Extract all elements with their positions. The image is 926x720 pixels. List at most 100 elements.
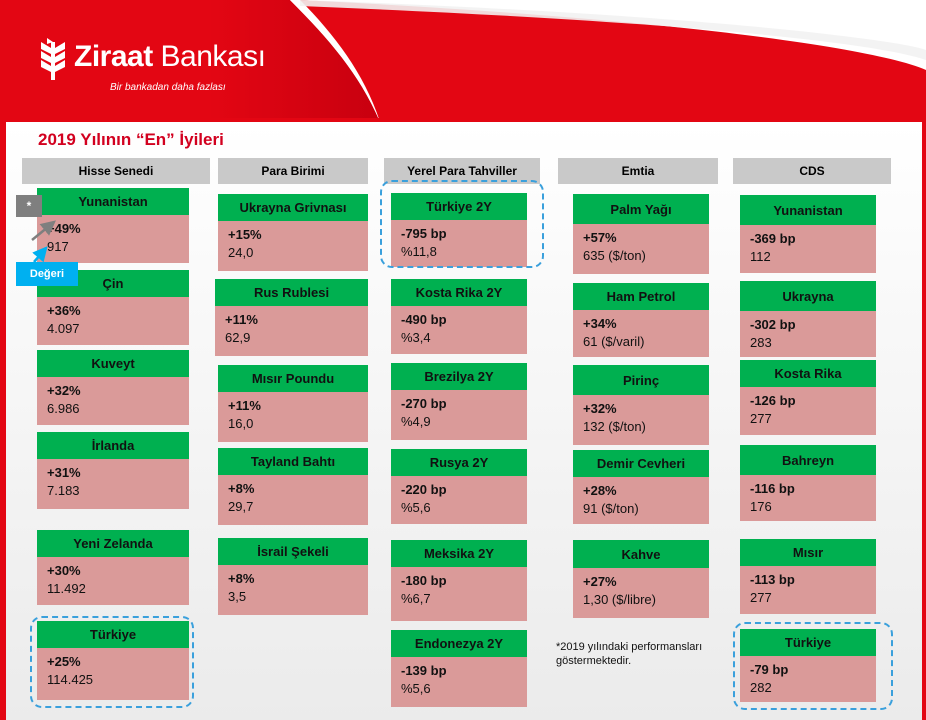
card-sub: 6.986 (47, 401, 80, 416)
stock-card-new-zealand: Yeni Zelanda +30% 11.492 (37, 530, 189, 605)
card-sub: 16,0 (228, 416, 254, 431)
card-value: +11% (225, 312, 258, 327)
card-title: Yunanistan (37, 188, 189, 215)
card-sub: 62,9 (225, 330, 251, 345)
card-sub: 91 ($/ton) (583, 501, 639, 516)
bond-card-russia: Rusya 2Y -220 bp %5,6 (391, 449, 527, 524)
card-title: Ukrayna (740, 281, 876, 311)
card-sub: %11,8 (401, 244, 437, 259)
card-value: +31% (47, 465, 81, 480)
column-header-cds: CDS (733, 158, 891, 184)
card-value: -116 bp (750, 481, 795, 496)
card-value: -220 bp (401, 482, 447, 497)
column-header-commodities: Emtia (558, 158, 718, 184)
card-title: Türkiye 2Y (391, 193, 527, 220)
currency-card-thb: Tayland Bahtı +8% 29,7 (218, 448, 368, 525)
bond-card-turkey: Türkiye 2Y -795 bp %11,8 (391, 193, 527, 267)
card-title: Rus Rublesi (215, 279, 368, 306)
card-title: İrlanda (37, 432, 189, 459)
cds-card-bahrain: Bahreyn -116 bp 176 (740, 445, 876, 521)
frame-top (0, 118, 926, 122)
stock-card-greece: Yunanistan +49% 917 (37, 188, 189, 263)
card-title: Rusya 2Y (391, 449, 527, 476)
brand-tagline: Bir bankadan daha fazlası (110, 82, 226, 93)
commodity-card-rice: Pirinç +32% 132 ($/ton) (573, 365, 709, 445)
currency-card-ils: İsrail Şekeli +8% 3,5 (218, 538, 368, 615)
card-value: +28% (583, 483, 617, 498)
card-title: Bahreyn (740, 445, 876, 475)
card-sub: %5,6 (401, 500, 431, 515)
card-sub: 24,0 (228, 245, 254, 260)
card-value: -369 bp (750, 231, 796, 246)
card-sub: 283 (750, 335, 772, 350)
card-title: Kuveyt (37, 350, 189, 377)
card-sub: 7.183 (47, 483, 80, 498)
commodity-card-crude-oil: Ham Petrol +34% 61 ($/varil) (573, 283, 709, 357)
currency-card-egp: Mısır Poundu +11% 16,0 (218, 365, 368, 442)
card-value: +8% (228, 571, 255, 586)
card-sub: 29,7 (228, 499, 254, 514)
card-title: Mısır (740, 539, 876, 566)
card-title: Kahve (573, 540, 709, 568)
card-sub: 112 (750, 249, 771, 264)
turkey-highlight-cds (733, 622, 893, 710)
card-value: -490 bp (401, 312, 447, 327)
card-title: Kosta Rika (740, 360, 876, 387)
currency-card-uah: Ukrayna Grivnası +15% 24,0 (218, 194, 368, 271)
card-title: Demir Cevheri (573, 450, 709, 477)
card-value: +30% (47, 563, 81, 578)
stock-card-china: Çin +36% 4.097 (37, 270, 189, 345)
stock-card-kuwait: Kuveyt +32% 6.986 (37, 350, 189, 425)
card-sub: 282 (750, 680, 772, 695)
card-value: +15% (228, 227, 262, 242)
card-value: +25% (47, 654, 81, 669)
legend-arrows-icon (31, 220, 56, 263)
bond-card-indonesia: Endonezya 2Y -139 bp %5,6 (391, 630, 527, 707)
turkey-highlight-stocks (30, 616, 194, 708)
card-title: Brezilya 2Y (391, 363, 527, 390)
card-sub: %5,6 (401, 681, 431, 696)
card-value: +36% (47, 303, 81, 318)
stock-card-ireland: İrlanda +31% 7.183 (37, 432, 189, 509)
card-title: Türkiye (37, 621, 189, 648)
header-band: Ziraat Bankası Bir bankadan daha fazlası (0, 0, 926, 120)
legend-value-box: Değeri (16, 262, 78, 286)
card-sub: 61 ($/varil) (583, 334, 645, 349)
card-sub: 277 (750, 411, 772, 426)
bond-card-costa-rica: Kosta Rika 2Y -490 bp %3,4 (391, 279, 527, 354)
commodity-card-iron-ore: Demir Cevheri +28% 91 ($/ton) (573, 450, 709, 524)
card-sub: %3,4 (401, 330, 431, 345)
card-sub: 3,5 (228, 589, 247, 604)
card-title: Ukrayna Grivnası (218, 194, 368, 221)
card-title: Yunanistan (740, 195, 876, 225)
card-value: +27% (583, 574, 617, 589)
card-title: Yeni Zelanda (37, 530, 189, 557)
commodity-card-palm-oil: Palm Yağı +57% 635 ($/ton) (573, 194, 709, 274)
card-value: +11% (228, 398, 261, 413)
cds-card-costa-rica: Kosta Rika -126 bp 277 (740, 360, 876, 435)
card-title: Ham Petrol (573, 283, 709, 310)
page-title: 2019 Yılının “En” İyileri (38, 130, 224, 149)
card-sub: 635 ($/ton) (583, 248, 646, 263)
card-sub: 11.492 (47, 581, 86, 596)
card-value: +49% (47, 221, 81, 236)
card-sub: 132 ($/ton) (583, 419, 646, 434)
card-value: -113 bp (750, 572, 795, 587)
card-title: İsrail Şekeli (218, 538, 368, 565)
card-sub: 917 (47, 239, 69, 254)
card-title: Pirinç (573, 365, 709, 395)
card-sub: 114.425 (47, 672, 94, 687)
column-header-currency: Para Birimi (218, 158, 368, 184)
currency-card-rub: Rus Rublesi +11% 62,9 (215, 279, 368, 356)
card-value: +57% (583, 230, 617, 245)
card-value: -270 bp (401, 396, 447, 411)
card-value: +34% (583, 316, 617, 331)
brand-name: Ziraat Bankası (74, 40, 266, 73)
card-value: +8% (228, 481, 255, 496)
card-value: -126 bp (750, 393, 796, 408)
stock-card-turkey: Türkiye +25% 114.425 (37, 621, 189, 700)
card-sub: 4.097 (47, 321, 80, 336)
bond-card-brazil: Brezilya 2Y -270 bp %4,9 (391, 363, 527, 440)
card-value: +32% (583, 401, 617, 416)
card-sub: %6,7 (401, 591, 431, 606)
